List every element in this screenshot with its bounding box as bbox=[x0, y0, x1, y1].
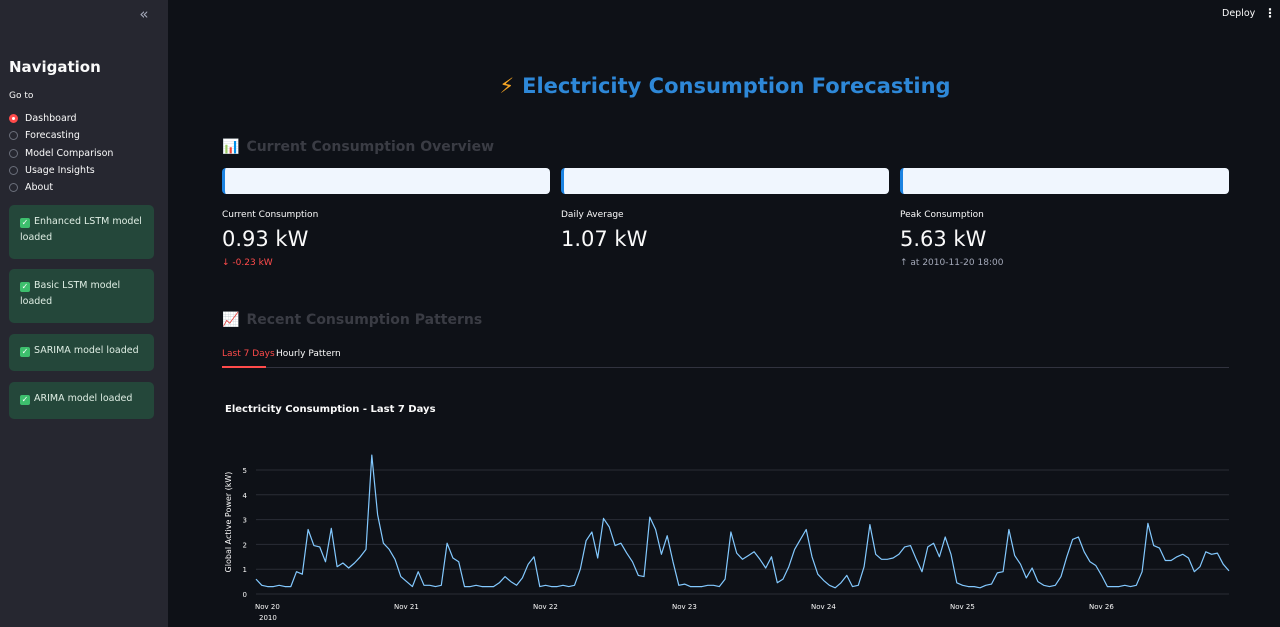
radio-selected-icon[interactable] bbox=[9, 114, 18, 124]
nav-radio-label: About bbox=[25, 182, 54, 194]
checkmark-icon: ✓ bbox=[20, 395, 30, 405]
metric-card-bar-average bbox=[561, 168, 889, 194]
nav-radio-item[interactable]: Dashboard bbox=[9, 110, 113, 127]
x-tick-label: Nov 25 bbox=[950, 603, 975, 611]
metric-value: 1.07 kW bbox=[561, 227, 648, 251]
y-tick-label: 2 bbox=[243, 541, 247, 549]
metric-peak-consumption: Peak Consumption 5.63 kW ↑ at 2010-11-20… bbox=[900, 210, 1003, 268]
x-tick-label: Nov 21 bbox=[394, 603, 419, 611]
x-year-label: 2010 bbox=[259, 614, 277, 622]
page-title-text: Electricity Consumption Forecasting bbox=[522, 74, 951, 98]
radio-unselected-icon[interactable] bbox=[9, 148, 18, 158]
collapse-sidebar-icon[interactable]: « bbox=[139, 5, 149, 23]
alert-text: Enhanced LSTM model loaded bbox=[20, 216, 142, 243]
chart-title: Electricity Consumption - Last 7 Days bbox=[225, 404, 436, 415]
active-tab-indicator bbox=[222, 366, 266, 368]
radio-unselected-icon[interactable] bbox=[9, 131, 18, 141]
series-line bbox=[255, 454, 1230, 589]
line-chart-icon: 📈 bbox=[222, 312, 240, 328]
model-loaded-alert: ✓ SARIMA model loaded bbox=[9, 334, 154, 371]
metric-value: 5.63 kW bbox=[900, 227, 987, 251]
y-axis-label: Global Active Power (kW) bbox=[224, 472, 233, 573]
y-tick-label: 5 bbox=[243, 467, 247, 475]
metric-delta: ↑ at 2010-11-20 18:00 bbox=[900, 258, 1003, 268]
metric-delta-text: -0.23 kW bbox=[232, 258, 273, 268]
x-tick-label: Nov 20 bbox=[255, 603, 280, 611]
nav-radio-label: Model Comparison bbox=[25, 147, 114, 159]
metric-card-bar-peak bbox=[900, 168, 1229, 194]
nav-radio-item[interactable]: Usage Insights bbox=[9, 162, 113, 179]
page-title: ⚡ Electricity Consumption Forecasting bbox=[0, 74, 1280, 98]
nav-radio-label: Forecasting bbox=[25, 130, 80, 142]
arrow-up-icon: ↑ bbox=[900, 258, 908, 268]
nav-radio-label: Dashboard bbox=[25, 113, 77, 125]
overview-heading-text: Current Consumption Overview bbox=[246, 139, 495, 155]
x-tick-label: Nov 26 bbox=[1089, 603, 1114, 611]
main-menu-icon[interactable]: ⋮ bbox=[1264, 6, 1276, 20]
y-tick-label: 3 bbox=[243, 517, 247, 525]
sidebar: « Navigation Go to Dashboard Forecasting M… bbox=[0, 0, 168, 627]
metric-label: Peak Consumption bbox=[900, 210, 984, 220]
metric-label: Current Consumption bbox=[222, 210, 319, 220]
y-tick-label: 4 bbox=[243, 492, 248, 500]
nav-radio-item[interactable]: About bbox=[9, 179, 113, 196]
patterns-heading-text: Recent Consumption Patterns bbox=[246, 312, 483, 328]
patterns-heading: 📈 Recent Consumption Patterns bbox=[222, 312, 482, 328]
metric-delta: ↓ -0.23 kW bbox=[222, 258, 318, 268]
radio-unselected-icon[interactable] bbox=[9, 166, 18, 176]
metric-current-consumption: Current Consumption 0.93 kW ↓ -0.23 kW bbox=[222, 210, 318, 268]
alert-text: ARIMA model loaded bbox=[34, 393, 133, 404]
arrow-down-icon: ↓ bbox=[222, 258, 230, 268]
nav-radio-item[interactable]: Forecasting bbox=[9, 127, 113, 144]
x-tick-label: Nov 24 bbox=[811, 603, 836, 611]
nav-radio-label: Usage Insights bbox=[25, 165, 95, 177]
pattern-tabs: Last 7 Days Hourly Pattern bbox=[222, 340, 1229, 368]
sidebar-title: Navigation bbox=[9, 58, 101, 76]
model-loaded-alert: ✓ ARIMA model loaded bbox=[9, 382, 154, 419]
checkmark-icon: ✓ bbox=[20, 282, 30, 292]
goto-label: Go to bbox=[9, 91, 34, 101]
deploy-button[interactable]: Deploy bbox=[1222, 8, 1256, 19]
overview-heading: 📊 Current Consumption Overview bbox=[222, 139, 494, 155]
model-loaded-alert: ✓ Basic LSTM model loaded bbox=[9, 269, 154, 323]
metric-card-bar-current bbox=[222, 168, 550, 194]
nav-radio-item[interactable]: Model Comparison bbox=[9, 145, 113, 162]
alert-text: SARIMA model loaded bbox=[34, 345, 139, 356]
alert-text: Basic LSTM model loaded bbox=[20, 280, 121, 307]
tab-hourly-pattern[interactable]: Hourly Pattern bbox=[276, 349, 341, 359]
bar-chart-icon: 📊 bbox=[222, 139, 240, 155]
tab-last-7-days[interactable]: Last 7 Days bbox=[222, 349, 275, 359]
navigation-radio-group: Dashboard Forecasting Model Comparison Usag… bbox=[9, 110, 113, 196]
lightning-icon: ⚡ bbox=[499, 74, 515, 98]
metric-label: Daily Average bbox=[561, 210, 624, 220]
metric-value: 0.93 kW bbox=[222, 227, 309, 251]
metric-delta-text: at 2010-11-20 18:00 bbox=[910, 258, 1004, 268]
model-loaded-alert: ✓ Enhanced LSTM model loaded bbox=[9, 205, 154, 259]
x-tick-label: Nov 23 bbox=[672, 603, 697, 611]
y-tick-label: 0 bbox=[243, 591, 247, 599]
y-tick-label: 1 bbox=[243, 566, 247, 574]
consumption-line-chart: 0 1 2 3 4 5 Global Active Power (kW) Nov 20 Nov … bbox=[224, 454, 1230, 622]
radio-unselected-icon[interactable] bbox=[9, 183, 18, 193]
tabs-divider bbox=[222, 367, 1229, 368]
metric-daily-average: Daily Average 1.07 kW bbox=[561, 210, 647, 251]
checkmark-icon: ✓ bbox=[20, 347, 30, 357]
x-tick-label: Nov 22 bbox=[533, 603, 558, 611]
checkmark-icon: ✓ bbox=[20, 218, 30, 228]
